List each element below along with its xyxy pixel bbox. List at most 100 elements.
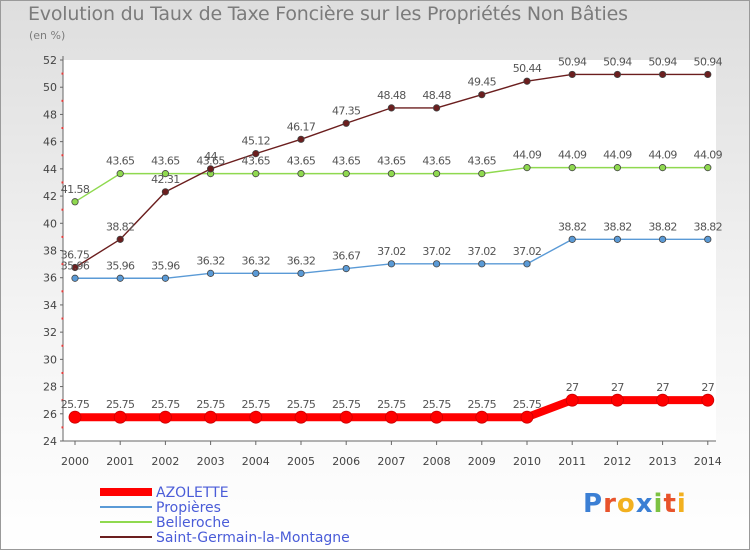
data-point-propi-res	[432, 260, 441, 268]
data-point-azolette	[701, 393, 715, 407]
y-tick-label: 44	[43, 163, 57, 176]
data-point-saint-germain-la-montagne	[116, 235, 124, 243]
data-point-azolette	[520, 410, 534, 424]
data-point-belleroche	[704, 164, 712, 172]
data-point-propi-res	[161, 274, 169, 282]
data-label-belleroche: 44.09	[648, 149, 677, 162]
data-label-saint-germain-la-montagne: 46.17	[287, 120, 316, 133]
data-label-saint-germain-la-montagne: 48.48	[377, 89, 406, 102]
data-label-saint-germain-la-montagne: 47.35	[332, 104, 361, 117]
data-label-propi-res: 35.96	[106, 259, 135, 272]
data-point-propi-res	[116, 274, 124, 282]
data-point-saint-germain-la-montagne	[613, 70, 622, 79]
logo-letter: r	[603, 489, 617, 519]
data-label-azolette: 25.75	[61, 398, 90, 411]
data-label-belleroche: 43.65	[106, 155, 135, 168]
x-tick-label: 2007	[377, 455, 405, 468]
y-tick-label: 40	[43, 217, 57, 230]
data-label-belleroche: 43.65	[468, 155, 497, 168]
y-tick-label: 46	[43, 136, 57, 149]
data-label-saint-germain-la-montagne: 44	[204, 150, 217, 163]
data-point-azolette	[384, 410, 398, 424]
data-label-propi-res: 38.82	[694, 220, 723, 233]
data-point-propi-res	[342, 264, 350, 273]
x-tick-label: 2009	[468, 455, 496, 468]
data-point-belleroche	[161, 170, 169, 178]
data-label-azolette: 27	[611, 381, 624, 394]
y-tick-label: 32	[43, 326, 57, 339]
x-tick-label: 2010	[513, 455, 541, 468]
y-minor-tick	[61, 154, 64, 157]
data-label-azolette: 27	[566, 381, 579, 394]
y-minor-tick	[61, 208, 64, 211]
data-label-belleroche: 41.58	[61, 183, 90, 196]
x-tick-label: 2006	[332, 455, 360, 468]
y-tick-label: 36	[43, 272, 57, 285]
data-label-azolette: 27	[701, 381, 714, 394]
data-label-belleroche: 43.65	[196, 155, 225, 168]
data-label-azolette: 27	[656, 381, 669, 394]
data-point-propi-res	[478, 260, 486, 268]
y-minor-tick	[61, 181, 64, 184]
y-tick-label: 50	[43, 81, 57, 94]
data-label-propi-res: 35.96	[151, 259, 180, 272]
data-label-azolette: 25.75	[242, 398, 271, 411]
data-point-belleroche	[568, 164, 576, 172]
data-point-propi-res	[207, 269, 215, 277]
legend-label-belleroche: Belleroche	[156, 515, 230, 531]
y-tick-label: 42	[43, 190, 57, 203]
y-minor-tick	[61, 426, 64, 429]
data-point-azolette	[611, 393, 624, 407]
data-point-propi-res	[568, 235, 576, 243]
y-minor-tick	[61, 317, 64, 320]
y-tick-label: 48	[43, 108, 57, 121]
data-label-saint-germain-la-montagne: 49.45	[468, 76, 497, 89]
x-tick-label: 2002	[151, 455, 179, 468]
plot-area	[63, 60, 716, 441]
x-tick-label: 2013	[649, 455, 677, 468]
x-tick-label: 2012	[603, 455, 631, 468]
data-point-azolette	[339, 410, 353, 424]
chart-title: Evolution du Taux de Taxe Foncière sur l…	[28, 3, 628, 25]
data-point-azolette	[249, 410, 263, 424]
logo-letter: o	[616, 489, 636, 519]
data-point-saint-germain-la-montagne	[478, 91, 486, 99]
data-label-belleroche: 44.09	[694, 149, 723, 162]
x-tick-label: 2004	[242, 455, 270, 468]
data-label-propi-res: 38.82	[648, 220, 677, 233]
data-label-saint-germain-la-montagne: 48.48	[422, 89, 451, 102]
data-point-belleroche	[71, 198, 79, 206]
y-minor-tick	[61, 72, 64, 75]
data-label-belleroche: 43.65	[422, 155, 451, 168]
data-label-propi-res: 36.32	[196, 254, 225, 267]
data-point-azolette	[430, 410, 444, 424]
data-label-saint-germain-la-montagne: 36.75	[61, 249, 90, 262]
data-label-saint-germain-la-montagne: 50.94	[603, 55, 632, 68]
data-label-saint-germain-la-montagne: 50.44	[513, 62, 542, 75]
data-point-propi-res	[387, 260, 395, 268]
data-point-azolette	[204, 410, 218, 424]
y-minor-tick	[61, 127, 64, 130]
y-minor-tick	[61, 290, 64, 293]
proxiti-logo: Proxiti	[583, 489, 687, 519]
y-minor-tick	[61, 399, 64, 402]
data-label-belleroche: 44.09	[603, 149, 632, 162]
data-label-propi-res: 37.02	[513, 245, 542, 258]
data-label-saint-germain-la-montagne: 50.94	[694, 55, 723, 68]
y-tick-label: 28	[43, 381, 57, 394]
data-point-propi-res	[252, 269, 260, 277]
data-label-propi-res: 36.67	[332, 250, 361, 263]
data-label-azolette: 25.75	[287, 398, 316, 411]
data-label-azolette: 25.75	[332, 398, 361, 411]
data-point-saint-germain-la-montagne	[161, 188, 169, 196]
data-label-propi-res: 38.82	[558, 220, 587, 233]
y-tick-label: 26	[43, 408, 57, 421]
data-label-propi-res: 37.02	[468, 245, 497, 258]
data-label-azolette: 25.75	[151, 398, 180, 411]
data-label-azolette: 25.75	[513, 398, 542, 411]
data-point-saint-germain-la-montagne	[342, 119, 350, 127]
data-label-saint-germain-la-montagne: 42.31	[151, 173, 180, 186]
data-label-azolette: 25.75	[106, 398, 135, 411]
data-point-belleroche	[613, 164, 622, 172]
